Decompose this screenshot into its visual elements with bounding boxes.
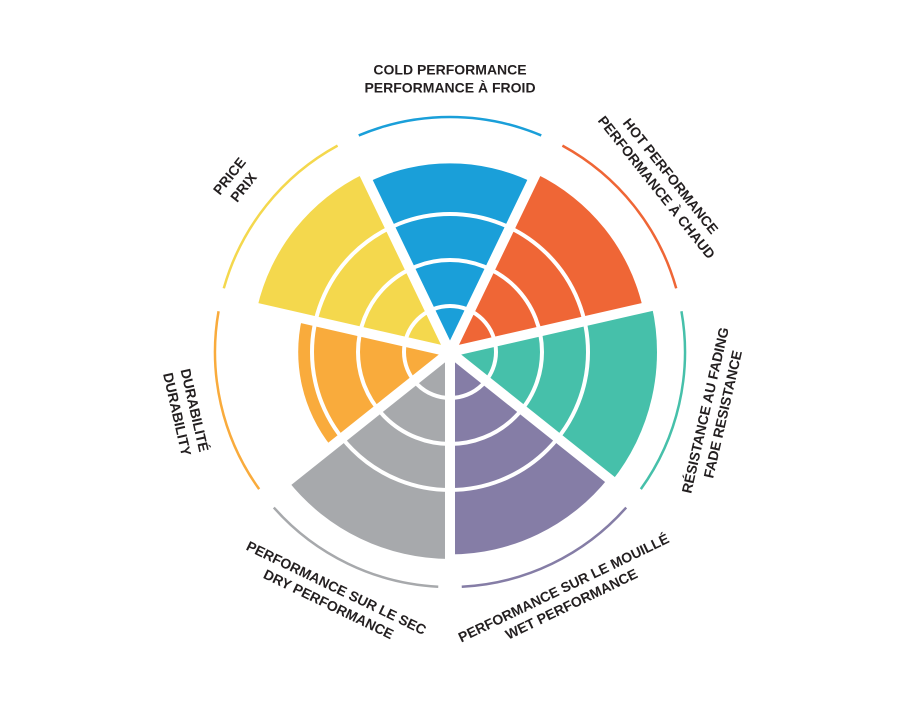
wedge-gap <box>267 348 454 500</box>
category-label-line: COLD PERFORMANCE <box>373 62 526 78</box>
wedge <box>450 305 657 482</box>
wedge-gap <box>345 142 455 355</box>
category-label-line: HOT PERFORMANCE <box>620 115 722 237</box>
category-label-line: PERFORMANCE À FROID <box>364 80 535 96</box>
wedge-gap <box>445 142 555 355</box>
outer-arc <box>213 311 261 490</box>
wedge-gap <box>446 348 633 500</box>
wedge <box>450 173 643 352</box>
wedge-gap <box>224 295 452 357</box>
category-label: COLD PERFORMANCE PERFORMANCE À FROID <box>364 62 535 96</box>
wedge <box>450 352 609 555</box>
wedge <box>288 352 450 559</box>
outer-arc <box>639 311 687 490</box>
wedge <box>368 163 532 352</box>
outer-arc <box>461 506 628 588</box>
wedge <box>257 173 450 352</box>
outer-arc <box>272 506 439 588</box>
outer-arc <box>358 115 542 137</box>
wedge <box>298 318 450 447</box>
outer-arc <box>561 144 678 289</box>
outer-arc <box>222 144 339 289</box>
wedge-gap <box>448 295 676 357</box>
